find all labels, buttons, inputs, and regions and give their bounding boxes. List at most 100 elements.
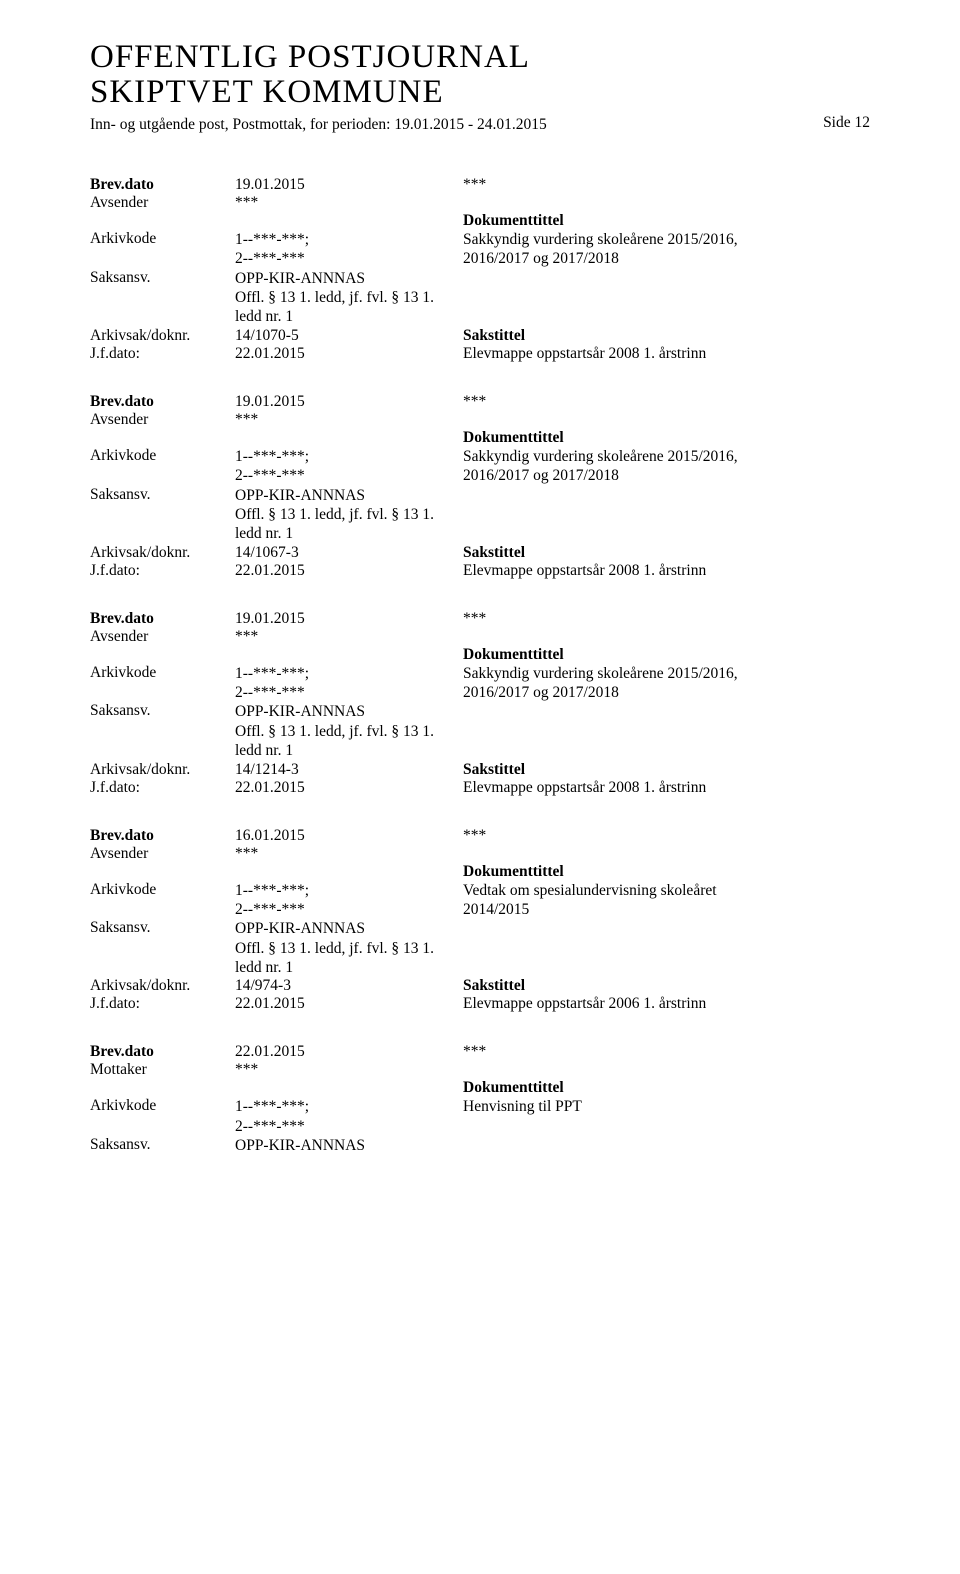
jfdato-right: Elevmappe oppstartsår 2008 1. årstrinn <box>435 562 870 580</box>
journal-entry: Brev.dato19.01.2015***Avsender***Dokumen… <box>90 393 870 580</box>
arkivkode-value: 1--***-***; 2--***-*** <box>235 664 435 703</box>
entry-row: J.f.dato:22.01.2015Elevmappe oppstartsår… <box>90 779 870 797</box>
entry-row: Brev.dato19.01.2015*** <box>90 610 870 628</box>
arkivsak-label: Arkivsak/doknr. <box>90 977 235 995</box>
journal-entry: Brev.dato19.01.2015***Avsender***Dokumen… <box>90 610 870 797</box>
saksansv-label: Saksansv. <box>90 1136 235 1154</box>
page-number: Side 12 <box>803 114 870 134</box>
entry-row: Saksansv.OPP-KIR-ANNNAS Offl. § 13 1. le… <box>90 919 870 977</box>
dokumenttittel-label: Dokumenttittel <box>435 429 870 447</box>
jfdato-value: 22.01.2015 <box>235 995 435 1013</box>
saksansv-value: OPP-KIR-ANNNAS Offl. § 13 1. ledd, jf. f… <box>235 702 870 760</box>
dokumenttittel-value: Vedtak om spesialundervisning skoleåret … <box>435 881 870 920</box>
jfdato-label: J.f.dato: <box>90 779 235 797</box>
jfdato-label: J.f.dato: <box>90 995 235 1013</box>
sender-value: *** <box>235 1061 435 1079</box>
entry-row: Dokumenttittel <box>90 1079 870 1097</box>
brevdato-right: *** <box>435 393 870 411</box>
jfdato-label: J.f.dato: <box>90 562 235 580</box>
entry-row: Brev.dato22.01.2015*** <box>90 1043 870 1061</box>
dokumenttittel-value: Henvisning til PPT <box>435 1097 870 1116</box>
title-line-2: SKIPTVET KOMMUNE <box>90 75 803 110</box>
sender-label: Avsender <box>90 411 235 429</box>
saksansv-value: OPP-KIR-ANNNAS Offl. § 13 1. ledd, jf. f… <box>235 269 870 327</box>
jfdato-right: Elevmappe oppstartsår 2008 1. årstrinn <box>435 345 870 363</box>
subtitle: Inn- og utgående post, Postmottak, for p… <box>90 116 803 134</box>
entry-row: Arkivsak/doknr.14/1067-3Sakstittel <box>90 544 870 562</box>
dokumenttittel-value: Sakkyndig vurdering skoleårene 2015/2016… <box>435 447 870 486</box>
entry-row: Arkivkode1--***-***; 2--***-***Henvisnin… <box>90 1097 870 1136</box>
arkivkode-label: Arkivkode <box>90 664 235 682</box>
brevdato-right: *** <box>435 1043 870 1061</box>
jfdato-label: J.f.dato: <box>90 345 235 363</box>
arkivkode-label: Arkivkode <box>90 1097 235 1115</box>
entry-row: Arkivsak/doknr.14/1214-3Sakstittel <box>90 761 870 779</box>
sender-value: *** <box>235 194 435 212</box>
entry-row: Avsender*** <box>90 628 870 646</box>
entry-row: Avsender*** <box>90 194 870 212</box>
page-header: OFFENTLIG POSTJOURNAL SKIPTVET KOMMUNE I… <box>90 40 870 134</box>
entry-row: Avsender*** <box>90 411 870 429</box>
arkivsak-value: 14/1067-3 <box>235 544 435 562</box>
sakstittel-label: Sakstittel <box>435 327 870 345</box>
sender-label: Avsender <box>90 845 235 863</box>
entry-row: Arkivkode1--***-***; 2--***-***Sakkyndig… <box>90 447 870 486</box>
arkivkode-label: Arkivkode <box>90 447 235 465</box>
jfdato-value: 22.01.2015 <box>235 779 435 797</box>
saksansv-label: Saksansv. <box>90 702 235 720</box>
saksansv-label: Saksansv. <box>90 486 235 504</box>
title-block: OFFENTLIG POSTJOURNAL SKIPTVET KOMMUNE I… <box>90 40 803 134</box>
arkivkode-value: 1--***-***; 2--***-*** <box>235 230 435 269</box>
entry-row: J.f.dato:22.01.2015Elevmappe oppstartsår… <box>90 995 870 1013</box>
arkivsak-label: Arkivsak/doknr. <box>90 544 235 562</box>
arkivsak-label: Arkivsak/doknr. <box>90 761 235 779</box>
entry-row: Arkivkode1--***-***; 2--***-***Vedtak om… <box>90 881 870 920</box>
brevdato-label: Brev.dato <box>90 1043 235 1061</box>
sender-value: *** <box>235 411 435 429</box>
entry-row: Dokumenttittel <box>90 212 870 230</box>
arkivkode-value: 1--***-***; 2--***-*** <box>235 1097 435 1136</box>
brevdato-right: *** <box>435 610 870 628</box>
entries-container: Brev.dato19.01.2015***Avsender***Dokumen… <box>90 176 870 1156</box>
journal-entry: Brev.dato16.01.2015***Avsender***Dokumen… <box>90 827 870 1014</box>
dokumenttittel-value: Sakkyndig vurdering skoleårene 2015/2016… <box>435 664 870 703</box>
jfdato-value: 22.01.2015 <box>235 345 435 363</box>
sender-label: Mottaker <box>90 1061 235 1079</box>
sakstittel-label: Sakstittel <box>435 977 870 995</box>
arkivsak-value: 14/974-3 <box>235 977 435 995</box>
dokumenttittel-label: Dokumenttittel <box>435 646 870 664</box>
arkivkode-label: Arkivkode <box>90 881 235 899</box>
entry-row: Arkivkode1--***-***; 2--***-***Sakkyndig… <box>90 664 870 703</box>
entry-row: Saksansv.OPP-KIR-ANNNAS Offl. § 13 1. le… <box>90 702 870 760</box>
saksansv-label: Saksansv. <box>90 269 235 287</box>
entry-row: Saksansv.OPP-KIR-ANNNAS Offl. § 13 1. le… <box>90 269 870 327</box>
brevdato-value: 19.01.2015 <box>235 393 435 411</box>
title-line-1: OFFENTLIG POSTJOURNAL <box>90 40 803 75</box>
entry-row: Brev.dato19.01.2015*** <box>90 393 870 411</box>
arkivsak-label: Arkivsak/doknr. <box>90 327 235 345</box>
saksansv-value: OPP-KIR-ANNNAS <box>235 1136 870 1155</box>
sender-label: Avsender <box>90 194 235 212</box>
jfdato-right: Elevmappe oppstartsår 2006 1. årstrinn <box>435 995 870 1013</box>
brevdato-value: 19.01.2015 <box>235 176 435 194</box>
dokumenttittel-label: Dokumenttittel <box>435 212 870 230</box>
entry-row: Dokumenttittel <box>90 429 870 447</box>
arkivkode-value: 1--***-***; 2--***-*** <box>235 447 435 486</box>
brevdato-label: Brev.dato <box>90 176 235 194</box>
sender-value: *** <box>235 845 435 863</box>
saksansv-label: Saksansv. <box>90 919 235 937</box>
jfdato-right: Elevmappe oppstartsår 2008 1. årstrinn <box>435 779 870 797</box>
brevdato-label: Brev.dato <box>90 827 235 845</box>
entry-row: Brev.dato16.01.2015*** <box>90 827 870 845</box>
journal-entry: Brev.dato22.01.2015***Mottaker***Dokumen… <box>90 1043 870 1155</box>
saksansv-value: OPP-KIR-ANNNAS Offl. § 13 1. ledd, jf. f… <box>235 486 870 544</box>
dokumenttittel-label: Dokumenttittel <box>435 1079 870 1097</box>
brevdato-right: *** <box>435 827 870 845</box>
entry-row: J.f.dato:22.01.2015Elevmappe oppstartsår… <box>90 562 870 580</box>
sakstittel-label: Sakstittel <box>435 544 870 562</box>
brevdato-value: 19.01.2015 <box>235 610 435 628</box>
entry-row: Arkivsak/doknr.14/974-3Sakstittel <box>90 977 870 995</box>
entry-row: Mottaker*** <box>90 1061 870 1079</box>
sender-label: Avsender <box>90 628 235 646</box>
entry-row: Brev.dato19.01.2015*** <box>90 176 870 194</box>
